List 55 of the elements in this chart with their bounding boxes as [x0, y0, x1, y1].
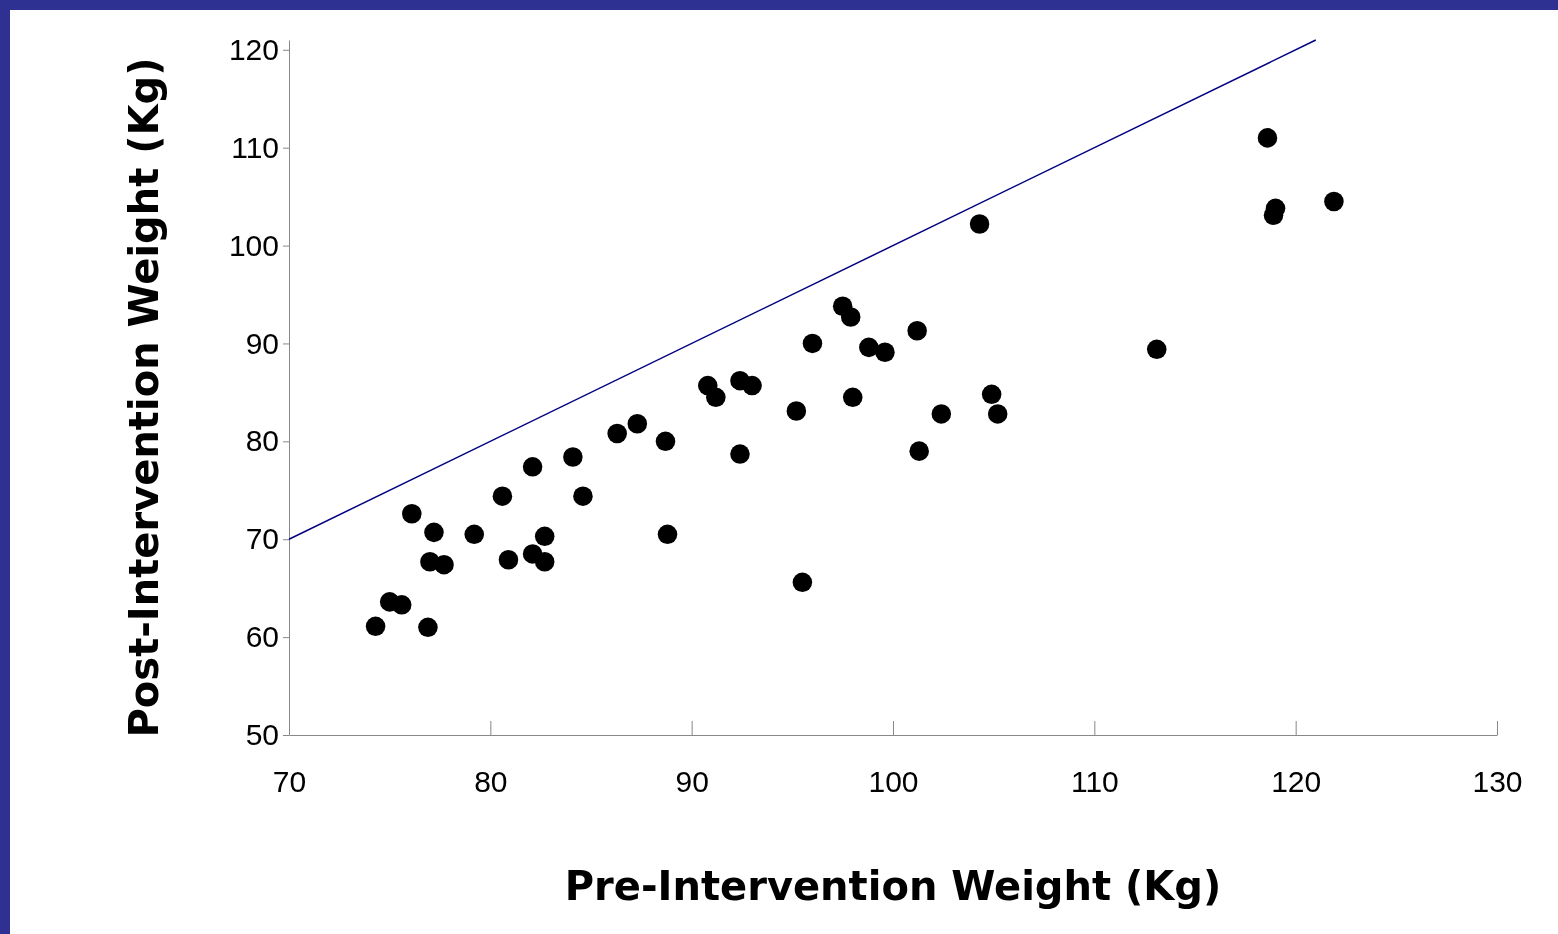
- y-tick-label: 70: [245, 522, 279, 556]
- point: [786, 401, 807, 421]
- point: [492, 486, 513, 506]
- x-tick-label: 110: [1070, 765, 1119, 799]
- point: [424, 522, 444, 543]
- point: [969, 214, 990, 234]
- y-tick-label: 80: [245, 424, 279, 458]
- point: [1146, 339, 1167, 360]
- point: [657, 524, 678, 545]
- point: [391, 595, 412, 615]
- point: [498, 550, 519, 570]
- point: [909, 441, 929, 461]
- y-tick-label: 100: [228, 228, 279, 262]
- point: [792, 572, 813, 593]
- point: [573, 486, 593, 506]
- x-tick-label: 90: [675, 765, 709, 799]
- point: [987, 404, 1008, 424]
- point: [434, 554, 454, 575]
- point: [859, 337, 879, 358]
- point: [931, 404, 952, 424]
- x-tick-label: 100: [868, 765, 919, 799]
- x-axis-title: Pre-Intervention Weight (Kg): [564, 863, 1222, 909]
- point: [802, 333, 823, 354]
- y-axis-title: Post-Intervention Weight (Kg): [121, 57, 167, 738]
- x-tick-label: 130: [1472, 765, 1523, 799]
- x-tick-label: 120: [1271, 765, 1322, 799]
- y-tick-label: 110: [231, 130, 279, 164]
- point: [875, 342, 895, 363]
- y-tick-label: 50: [245, 718, 279, 752]
- point: [534, 551, 555, 572]
- point: [1324, 191, 1344, 212]
- point: [1257, 128, 1278, 148]
- point: [706, 387, 726, 408]
- y-tick-label: 120: [228, 32, 279, 66]
- point: [627, 413, 648, 434]
- point: [981, 384, 1002, 405]
- point: [1263, 205, 1284, 225]
- point: [655, 431, 676, 452]
- point: [840, 307, 861, 327]
- point: [842, 387, 863, 408]
- point: [402, 504, 422, 524]
- point: [418, 617, 438, 638]
- y-tick-label: 60: [245, 620, 279, 654]
- x-tick-label: 80: [474, 765, 508, 799]
- point: [607, 423, 627, 444]
- point: [534, 526, 555, 547]
- point: [742, 375, 762, 396]
- y-tick-label: 90: [245, 326, 279, 360]
- point: [464, 524, 484, 545]
- x-tick-label: 70: [272, 765, 307, 799]
- point: [730, 444, 750, 464]
- point: [522, 457, 543, 477]
- point: [907, 320, 927, 341]
- point: [563, 447, 583, 467]
- point: [365, 616, 386, 637]
